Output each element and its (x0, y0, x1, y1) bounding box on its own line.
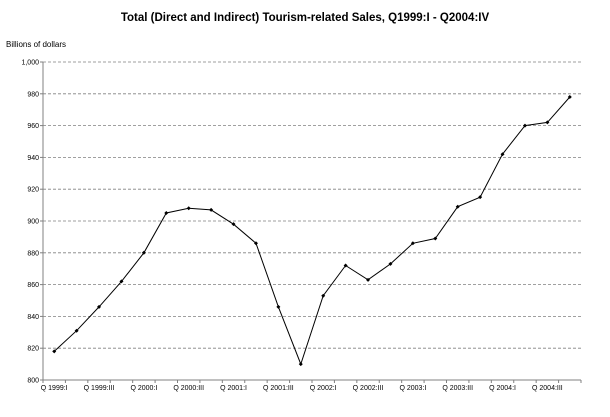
data-point (455, 204, 460, 209)
data-point (52, 349, 57, 354)
data-point (321, 293, 326, 298)
series-line (53, 96, 571, 366)
x-tick-label: Q 2003:III (442, 385, 473, 392)
y-tick-label: 960 (27, 123, 39, 130)
y-tick-label: 860 (27, 282, 39, 289)
gridlines (43, 61, 581, 349)
data-point (298, 362, 303, 367)
x-tick-label: Q 2003:I (399, 385, 426, 392)
x-tick-label: Q 1999:III (84, 385, 115, 392)
data-point (231, 222, 236, 227)
y-axis-ticks: 800 820 840 860 880 900 920 940 960 980 1,000 (21, 60, 43, 385)
data-point (253, 241, 258, 246)
data-point (209, 207, 214, 212)
data-point (97, 304, 102, 309)
data-point (186, 206, 191, 211)
data-point (567, 94, 572, 99)
x-tick-label: Q 2001:III (263, 385, 294, 392)
y-tick-label: 880 (27, 250, 39, 257)
data-point (500, 152, 505, 157)
data-point (141, 250, 146, 255)
data-point (545, 120, 550, 125)
x-axis-ticks: Q 1999:I Q 1999:III Q 2000:I Q 2000:III Q 20… (41, 380, 582, 392)
x-tick-label: Q 2000:III (173, 385, 204, 392)
data-point (119, 279, 124, 284)
y-tick-label: 840 (27, 314, 39, 321)
data-point (366, 277, 371, 282)
x-tick-label: Q 2002:III (353, 385, 384, 392)
y-tick-label: 820 (27, 346, 39, 353)
data-point (388, 261, 393, 266)
y-axis-label: Billions of dollars (6, 40, 67, 49)
data-point (522, 123, 527, 128)
chart-title: Total (Direct and Indirect) Tourism-rela… (120, 12, 490, 24)
y-tick-label: 900 (27, 219, 39, 226)
data-point (410, 241, 415, 246)
x-tick-label: Q 2001:I (220, 385, 247, 392)
data-point (164, 211, 169, 216)
x-tick-label: Q 1999:I (41, 385, 68, 392)
y-tick-label: 920 (27, 187, 39, 194)
data-point (74, 328, 79, 333)
y-tick-label: 980 (27, 91, 39, 98)
x-tick-label: Q 2000:I (130, 385, 157, 392)
y-tick-label: 940 (27, 155, 39, 162)
data-series (52, 94, 572, 367)
x-tick-label: Q 2004:I (489, 385, 516, 392)
data-point (433, 236, 438, 241)
data-point (343, 263, 348, 268)
data-point (478, 195, 483, 200)
x-tick-label: Q 2002:I (310, 385, 337, 392)
data-point (276, 304, 281, 309)
x-tick-label: Q 2004:III (532, 385, 563, 392)
y-tick-label: 800 (27, 378, 39, 385)
y-tick-label: 1,000 (21, 60, 39, 67)
